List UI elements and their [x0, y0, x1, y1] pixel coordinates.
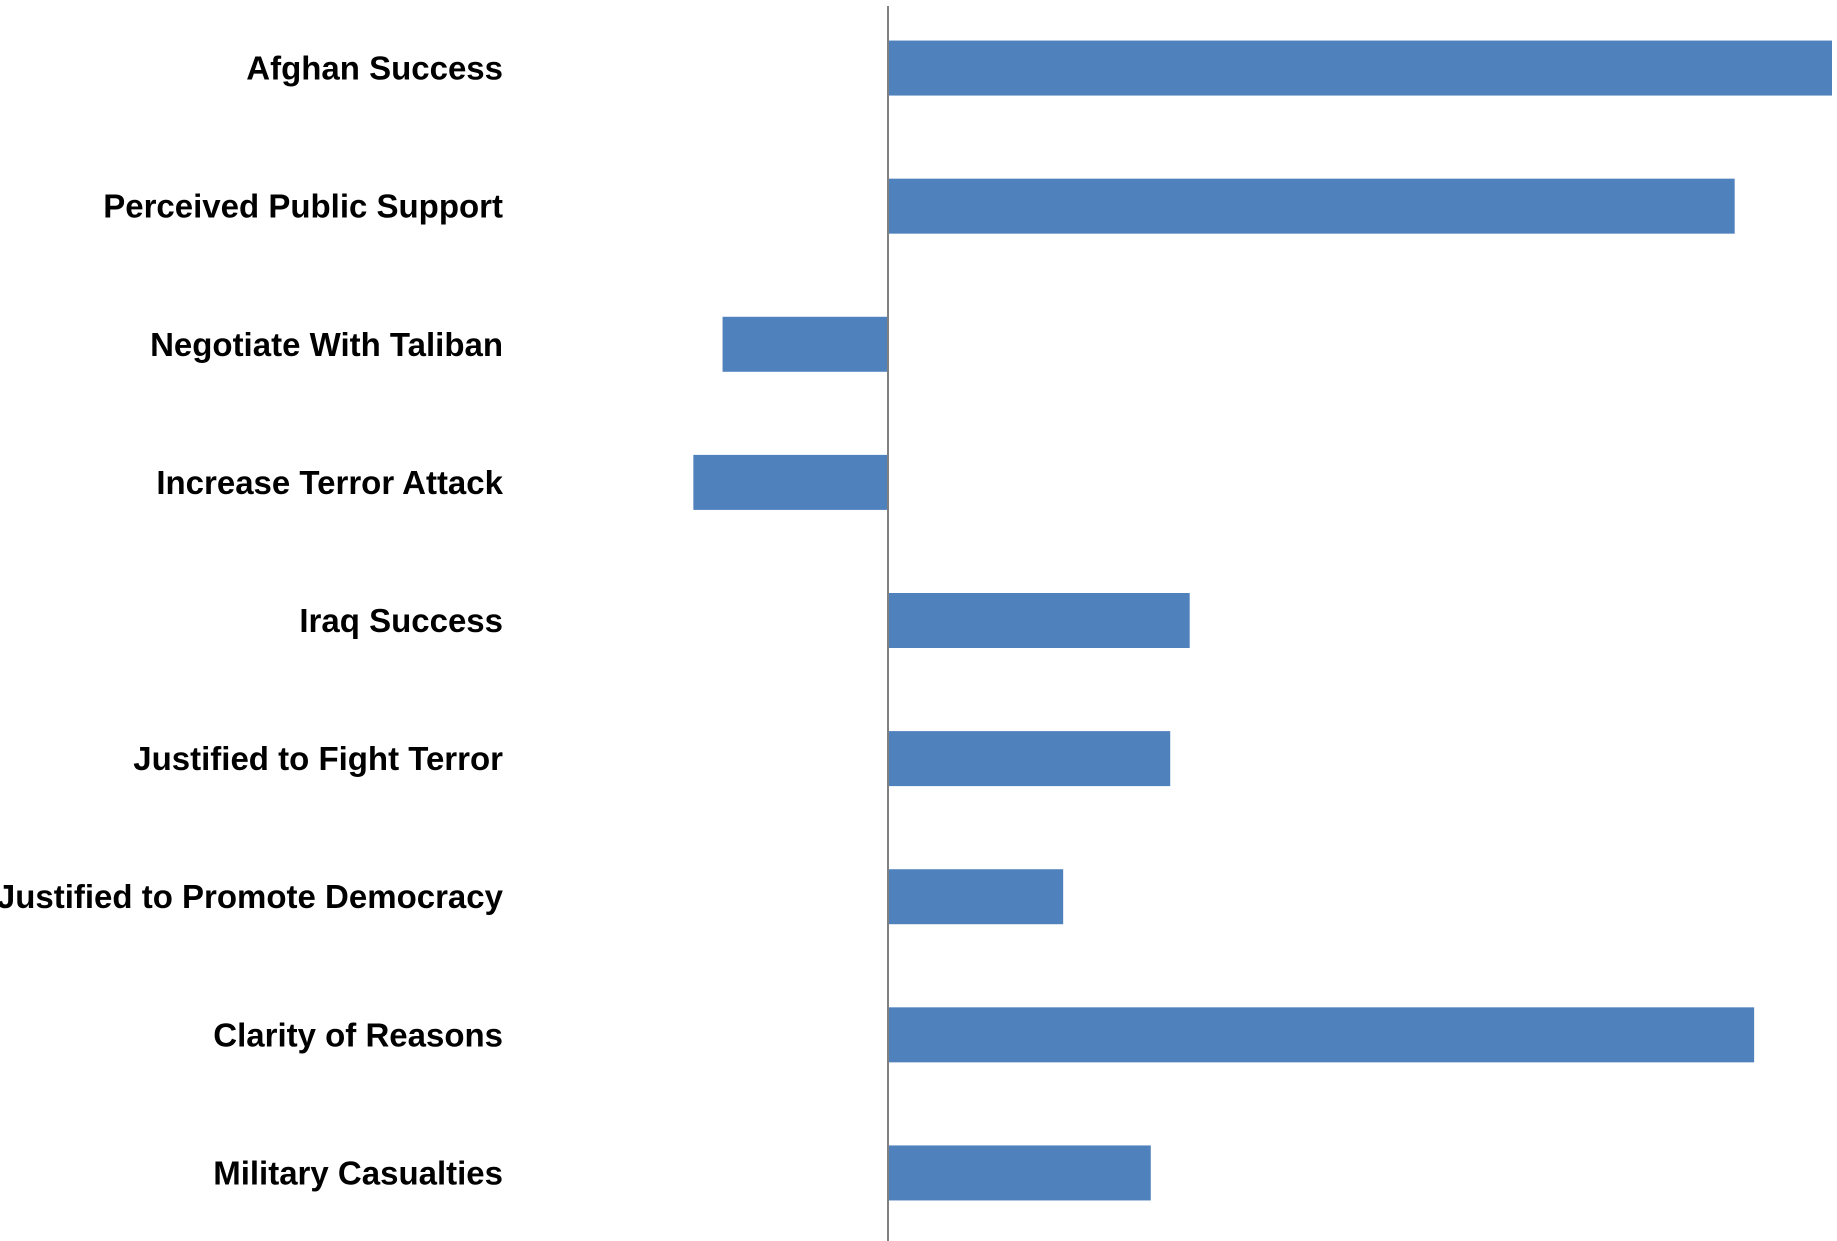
category-label: Justified to Fight Terror	[133, 740, 503, 777]
bar-military-casualties	[888, 1145, 1151, 1201]
bar-clarity-of-reasons	[888, 1007, 1755, 1063]
bar-justified-to-fight-terror	[888, 731, 1171, 787]
category-label: Afghan Success	[246, 50, 503, 87]
bar-perceived-public-support	[888, 178, 1735, 234]
category-label: Negotiate With Taliban	[150, 326, 503, 363]
category-label: Iraq Success	[299, 602, 503, 639]
bar-increase-terror-attack	[693, 454, 888, 510]
category-labels-group: Afghan Success Perceived Public Support Ne…	[0, 50, 504, 1192]
category-label: Increase Terror Attack	[156, 464, 503, 501]
bar-negotiate-with-taliban	[722, 316, 888, 372]
bar-iraq-success	[888, 593, 1190, 648]
category-label: Military Casualties	[213, 1154, 503, 1191]
category-label: Perceived Public Support	[103, 188, 503, 225]
category-label: Justified to Promote Democracy	[0, 878, 504, 915]
bar-justified-to-promote-democracy	[888, 869, 1064, 925]
category-label: Clarity of Reasons	[213, 1016, 503, 1053]
bars-group	[693, 40, 1832, 1201]
bar-afghan-success	[888, 40, 1832, 96]
